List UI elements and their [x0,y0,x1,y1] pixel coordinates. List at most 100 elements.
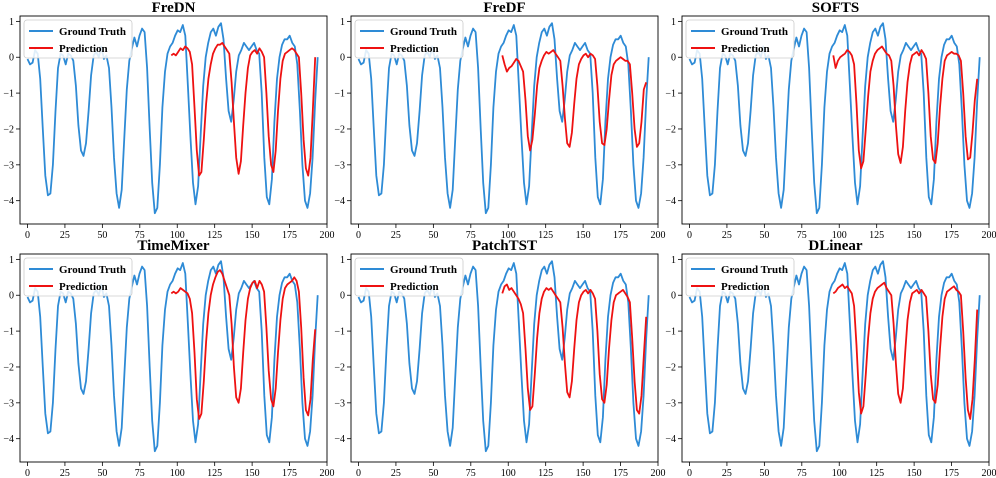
x-tick-label: 200 [982,468,996,478]
panel-title: FreDF [483,0,525,16]
axes-frame [350,253,659,463]
prediction-line [832,45,979,170]
y-tick-label: −2 [665,362,676,373]
y-tick-label: −2 [3,362,14,373]
x-tick-label: 200 [320,468,335,478]
y-tick-label: −4 [665,434,676,445]
x-tick-label: 125 [207,230,222,241]
axes-frame [681,15,990,225]
panel-title: SOFTS [812,0,860,16]
legend-label-ground-truth: Ground Truth [59,264,126,276]
y-tick-label: −1 [334,327,345,338]
ground-truth-line [688,260,981,453]
legend-label-ground-truth: Ground Truth [390,264,457,276]
legend-label-prediction: Prediction [59,281,108,293]
ground-truth-line [26,22,319,215]
y-tick-label: 1 [671,255,676,266]
y-tick-label: −1 [665,327,676,338]
x-tick-label: 125 [207,468,222,478]
x-tick-label: 100 [501,468,516,478]
panel-3: SOFTS 0 25 50 75 100 125 150 175 200 1 0 −1 −2 −3 −4 Gro… [665,0,996,241]
legend-label-ground-truth: Ground Truth [721,26,788,38]
y-tick-label: −3 [665,398,676,409]
prediction-line [170,42,317,177]
y-tick-label: 1 [9,17,14,28]
y-tick-label: −2 [665,124,676,135]
x-tick-label: 100 [170,468,185,478]
x-tick-label: 125 [869,468,884,478]
x-tick-label: 100 [501,230,516,241]
prediction-line [170,269,317,420]
x-tick-label: 0 [356,468,361,478]
axes-frame [19,253,328,463]
y-tick-label: −3 [334,160,345,171]
legend-label-prediction: Prediction [390,43,439,55]
x-tick-label: 150 [907,468,922,478]
axes-frame [19,15,328,225]
axes-frame [350,15,659,225]
x-tick-label: 50 [759,468,769,478]
x-tick-label: 75 [466,468,476,478]
y-tick-label: 0 [9,291,14,302]
x-tick-label: 150 [907,230,922,241]
x-tick-label: 125 [538,468,553,478]
x-tick-label: 25 [391,468,401,478]
x-tick-label: 0 [687,230,692,241]
legend-label-ground-truth: Ground Truth [721,264,788,276]
x-tick-label: 0 [356,230,361,241]
ground-truth-line [357,22,650,215]
ground-truth-line [26,260,319,453]
axes-frame [681,253,990,463]
y-tick-label: −4 [334,196,345,207]
x-tick-label: 75 [466,230,476,241]
x-tick-label: 75 [135,468,145,478]
y-tick-label: −3 [3,160,14,171]
panel-4: TimeMixer 0 25 50 75 100 125 150 175 200 1 0 −1 −2 −3 −… [3,238,334,478]
legend-label-prediction: Prediction [721,43,770,55]
panel-title: PatchTST [472,238,537,254]
ground-truth-line [688,22,981,215]
y-tick-label: 0 [671,53,676,64]
x-tick-label: 25 [722,468,732,478]
y-tick-label: 0 [9,53,14,64]
x-tick-label: 75 [797,230,807,241]
panel-title: TimeMixer [137,238,210,254]
x-tick-label: 0 [687,468,692,478]
ground-truth-line [357,260,650,453]
panel-2: FreDF 0 25 50 75 100 125 150 175 200 1 0 −1 −2 −3 −4 Gro… [334,0,665,241]
x-tick-label: 175 [282,468,297,478]
prediction-line [501,49,648,152]
x-tick-label: 175 [613,468,628,478]
y-tick-label: 1 [9,255,14,266]
x-tick-label: 200 [651,468,666,478]
x-tick-label: 150 [576,468,591,478]
legend-label-prediction: Prediction [390,281,439,293]
panel-6: DLinear 0 25 50 75 100 125 150 175 200 1 0 −1 −2 −3 −4 G… [665,238,996,478]
y-tick-label: −1 [3,327,14,338]
y-tick-label: −3 [334,398,345,409]
y-tick-label: 1 [340,255,345,266]
y-tick-label: −2 [334,124,345,135]
x-tick-label: 0 [25,468,30,478]
legend-label-prediction: Prediction [59,43,108,55]
x-tick-label: 25 [391,230,401,241]
x-tick-label: 150 [576,230,591,241]
x-tick-label: 50 [428,230,438,241]
y-tick-label: −2 [334,362,345,373]
y-tick-label: −3 [3,398,14,409]
y-tick-label: −1 [665,89,676,100]
y-tick-label: −1 [3,89,14,100]
x-tick-label: 150 [245,230,260,241]
prediction-line [832,281,979,420]
panel-title: DLinear [808,238,863,254]
x-tick-label: 50 [97,230,107,241]
y-tick-label: 1 [340,17,345,28]
x-tick-label: 200 [982,230,996,241]
y-tick-label: −3 [665,160,676,171]
y-tick-label: −4 [334,434,345,445]
x-tick-label: 50 [759,230,769,241]
panel-1: FreDN 0 25 50 75 100 125 150 175 200 1 0 −1 −2 −3 −4 Gro… [3,0,334,241]
x-tick-label: 150 [245,468,260,478]
y-tick-label: −4 [665,196,676,207]
prediction-line [501,283,648,415]
